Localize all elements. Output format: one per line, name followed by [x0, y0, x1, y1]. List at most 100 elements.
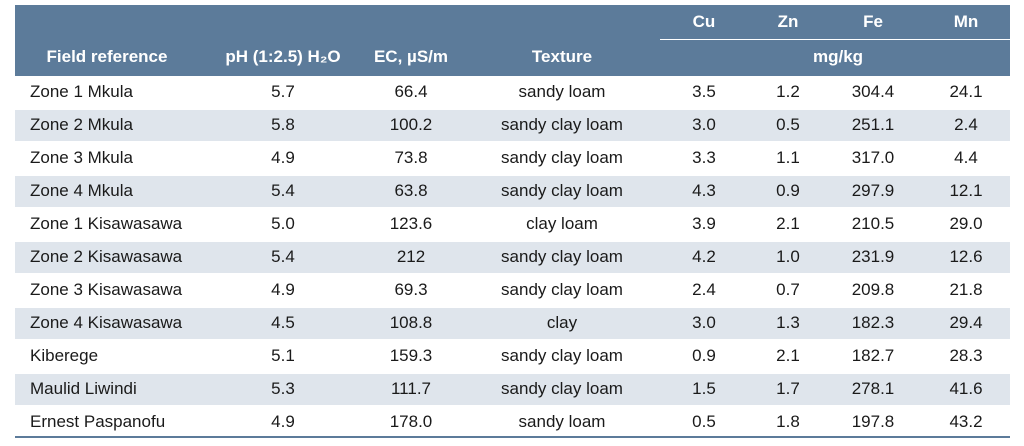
table-cell: 28.3	[949, 346, 983, 365]
table-cell: 3.0	[692, 313, 716, 332]
table-cell: 3.0	[692, 115, 716, 134]
table-cell: 24.1	[949, 82, 983, 101]
table-cell: 3.9	[692, 214, 716, 233]
table-cell: sandy clay loam	[501, 247, 623, 266]
table-cell: 29.4	[949, 313, 983, 332]
header-rule	[660, 39, 1010, 40]
table-cell: 0.5	[692, 412, 716, 431]
table-cell: 5.1	[271, 346, 295, 365]
table-cell: 304.4	[851, 82, 895, 101]
table-cell: 1.1	[776, 148, 800, 167]
table-cell: 5.0	[271, 214, 295, 233]
row-label: Zone 3 Mkula	[30, 148, 133, 167]
table-cell: 123.6	[389, 214, 433, 233]
table-cell: 4.9	[271, 412, 295, 431]
table-cell: 0.7	[776, 280, 800, 299]
column-header: Field reference	[46, 47, 168, 66]
row-label: Ernest Paspanofu	[30, 412, 166, 431]
table-cell: 111.7	[390, 379, 432, 398]
table-cell: 159.3	[389, 346, 433, 365]
table-cell: 1.5	[692, 379, 716, 398]
table-row	[15, 110, 1010, 141]
column-header: EC, µS/m	[373, 47, 449, 66]
table-cell: 231.9	[851, 247, 895, 266]
table-cell: 29.0	[949, 214, 983, 233]
table-cell: 5.8	[271, 115, 295, 134]
table-cell: 209.8	[851, 280, 895, 299]
row-label: Zone 4 Mkula	[30, 181, 133, 200]
table-cell: 182.7	[851, 346, 895, 365]
table-cell: 197.8	[851, 412, 895, 431]
table-cell: 3.5	[692, 82, 716, 101]
column-header: Mn	[953, 12, 979, 31]
table-cell: 2.1	[776, 346, 800, 365]
table-cell: sandy clay loam	[501, 181, 623, 200]
table-cell: 21.8	[949, 280, 983, 299]
row-label: Zone 3 Kisawasawa	[30, 280, 183, 299]
table-cell: 251.1	[851, 115, 895, 134]
table-cell: 0.9	[692, 346, 716, 365]
table-cell: 2.1	[776, 214, 800, 233]
table-cell: 63.8	[394, 181, 428, 200]
table-cell: 2.4	[692, 280, 716, 299]
table-cell: 4.9	[271, 148, 295, 167]
table-cell: sandy clay loam	[501, 346, 623, 365]
table-cell: sandy clay loam	[501, 148, 623, 167]
column-header: Fe	[863, 12, 883, 31]
column-header: Cu	[692, 12, 716, 31]
table-cell: 4.9	[271, 280, 295, 299]
table-cell: clay	[546, 313, 578, 332]
table-cell: 43.2	[949, 412, 983, 431]
table-cell: 12.6	[949, 247, 983, 266]
table-cell: 278.1	[851, 379, 895, 398]
table-cell: 212	[396, 247, 426, 266]
row-label: Maulid Liwindi	[30, 379, 137, 398]
table-row	[15, 308, 1010, 339]
table-cell: 5.7	[271, 82, 295, 101]
unit-header: mg/kg	[812, 47, 864, 66]
table-cell: 317.0	[851, 148, 895, 167]
row-label: Zone 1 Kisawasawa	[30, 214, 183, 233]
table-cell: 178.0	[389, 412, 433, 431]
table-cell: 1.2	[776, 82, 800, 101]
table-cell: 1.0	[776, 247, 800, 266]
table-cell: 0.5	[776, 115, 800, 134]
row-label: Zone 2 Mkula	[30, 115, 133, 134]
table-cell: 1.8	[776, 412, 800, 431]
column-header: Texture	[531, 47, 593, 66]
bottom-rule	[15, 436, 1010, 438]
table-cell: 100.2	[389, 115, 433, 134]
table-cell: sandy loam	[518, 412, 606, 431]
table-cell: sandy clay loam	[501, 379, 623, 398]
table-cell: 5.3	[271, 379, 295, 398]
table-cell: 3.3	[692, 148, 716, 167]
table-cell: clay loam	[526, 214, 598, 233]
table-cell: 5.4	[271, 181, 295, 200]
table-cell: sandy clay loam	[501, 115, 623, 134]
table-row	[15, 176, 1010, 207]
row-label: Zone 2 Kisawasawa	[30, 247, 183, 266]
table-cell: 69.3	[394, 280, 428, 299]
table-cell: sandy clay loam	[501, 280, 623, 299]
table-cell: 41.6	[949, 379, 983, 398]
table-row	[15, 242, 1010, 273]
row-label: Zone 4 Kisawasawa	[30, 313, 183, 332]
row-label: Zone 1 Mkula	[30, 82, 133, 101]
table-cell: 0.9	[776, 181, 800, 200]
column-header: pH (1:2.5) H₂O	[225, 47, 341, 66]
table-cell: 210.5	[851, 214, 895, 233]
table-cell: 5.4	[271, 247, 295, 266]
table-cell: 4.4	[954, 148, 978, 167]
table-cell: 108.8	[389, 313, 433, 332]
table-cell: 297.9	[851, 181, 895, 200]
header-band	[15, 5, 1010, 76]
table-cell: 73.8	[394, 148, 428, 167]
table-cell: 2.4	[954, 115, 978, 134]
table-cell: 4.5	[271, 313, 295, 332]
column-header: Zn	[777, 12, 799, 31]
table-cell: 1.3	[776, 313, 800, 332]
row-label: Kiberege	[30, 346, 99, 365]
table-cell: 66.4	[394, 82, 428, 101]
table-cell: 4.2	[692, 247, 716, 266]
